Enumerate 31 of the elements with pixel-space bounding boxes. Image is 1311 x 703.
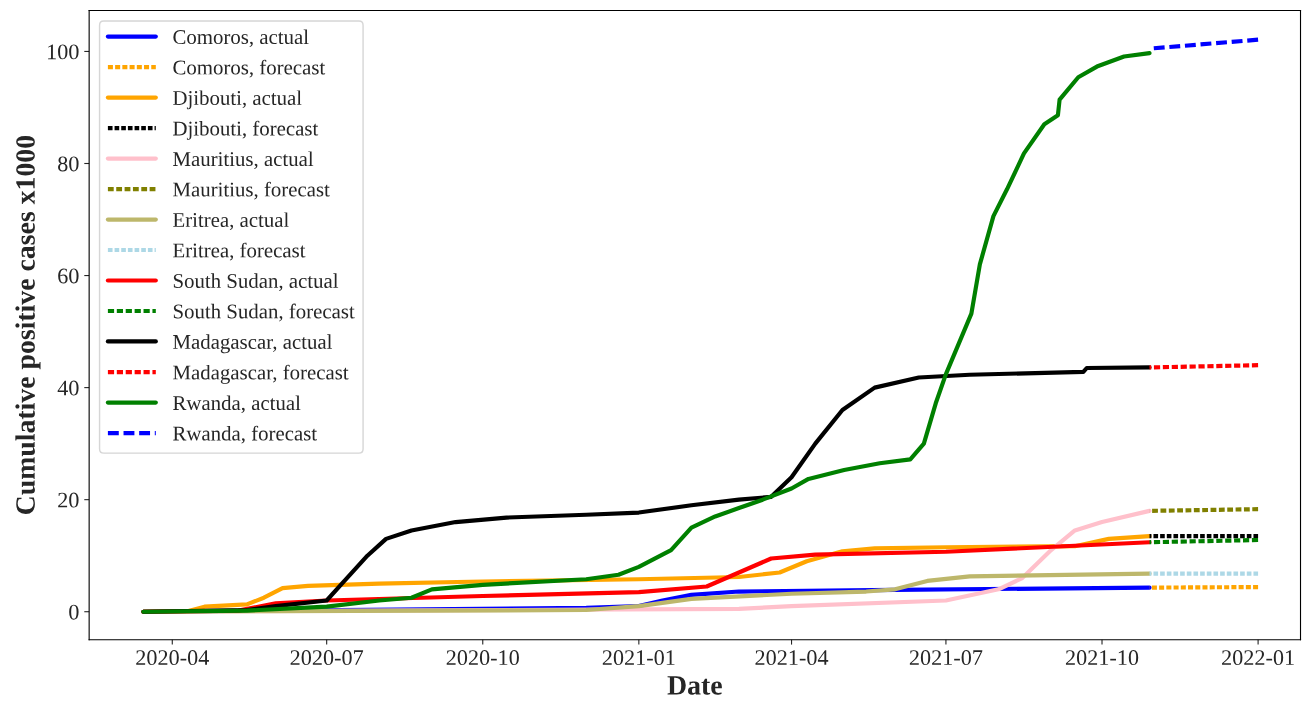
legend-label: Eritrea, forecast	[173, 242, 306, 261]
legend-label: South Sudan, forecast	[173, 303, 355, 322]
x-tick-label: 2020-10	[446, 650, 519, 666]
y-tick-label: 40	[57, 380, 79, 396]
legend-label: Rwanda, forecast	[173, 425, 317, 444]
legend-label: Comoros, actual	[173, 29, 309, 48]
x-tick-label: 2021-10	[1065, 650, 1139, 666]
x-axis-title: Date	[667, 676, 722, 695]
legend-label: Djibouti, forecast	[173, 120, 319, 140]
x-tick-label: 2021-04	[755, 650, 829, 666]
y-tick-label: 20	[58, 492, 79, 508]
x-tick-label: 2020-04	[136, 650, 209, 666]
legend-label: Mauritius, actual	[173, 151, 314, 170]
legend-label: Mauritius, forecast	[173, 181, 330, 200]
x-tick-label: 2022-01	[1222, 650, 1294, 666]
legend-label: Comoros, forecast	[173, 59, 326, 78]
y-tick-label: 0	[69, 604, 79, 620]
y-tick-label: 80	[58, 156, 79, 172]
y-axis-title: Cumulative positive cases x1000	[15, 136, 41, 514]
x-tick-label: 2021-01	[602, 650, 675, 666]
legend-label: Rwanda, actual	[173, 395, 301, 414]
legend-label: Madagascar, forecast	[173, 364, 349, 384]
line-series	[141, 51, 1152, 614]
x-tick-label: 2021-07	[909, 650, 983, 666]
legend-label: South Sudan, actual	[173, 273, 339, 291]
legend-label: Djibouti, actual	[173, 90, 302, 110]
y-tick-label: 60	[58, 268, 79, 284]
y-tick-label: 100	[48, 44, 79, 60]
x-tick-label: 2020-07	[290, 650, 364, 666]
legend-label: Eritrea, actual	[173, 212, 289, 231]
legend-label: Madagascar, actual	[173, 334, 333, 354]
